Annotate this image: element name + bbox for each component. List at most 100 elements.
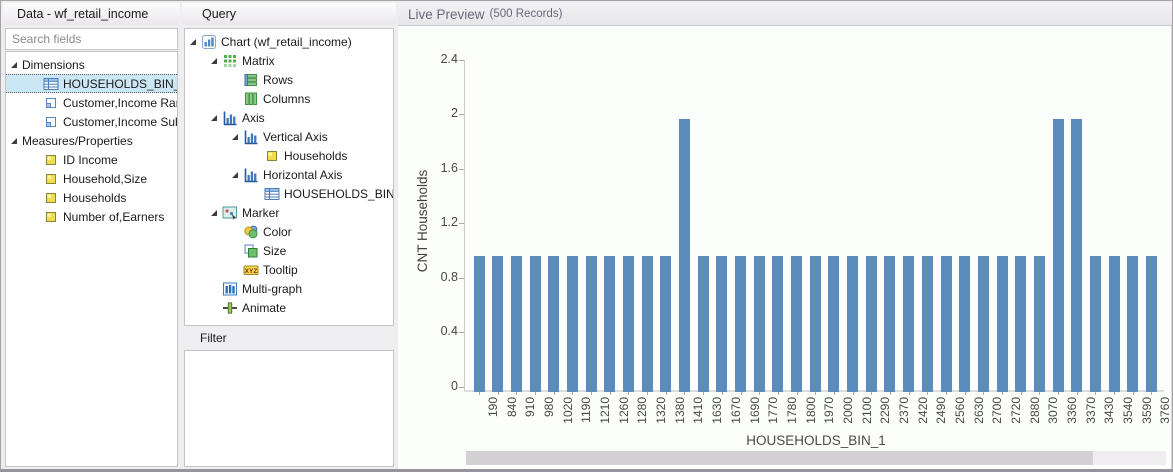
tree-item-label: Rows <box>263 72 294 87</box>
tree-item-chart-wf-retail-income[interactable]: Chart (wf_retail_income) <box>185 32 393 51</box>
bar[interactable] <box>510 256 522 392</box>
bar[interactable] <box>548 256 560 392</box>
bar[interactable] <box>940 256 952 392</box>
expander-icon[interactable] <box>232 171 238 178</box>
expander-icon[interactable] <box>211 209 217 216</box>
y-axis-title: CNT Households <box>415 169 430 273</box>
tree-item-households-bin-1[interactable]: HOUSEHOLDS_BIN_1 <box>6 74 177 93</box>
bar[interactable] <box>604 256 616 392</box>
tree-item-label: Animate <box>242 300 287 315</box>
bar[interactable] <box>473 256 485 392</box>
tree-item-label: Customer,Income Range <box>63 95 177 110</box>
bar[interactable] <box>735 256 747 392</box>
tree-item-multi-graph[interactable]: Multi-graph <box>185 279 393 298</box>
tree-item-size[interactable]: Size <box>185 241 393 260</box>
chart-icon <box>201 34 217 50</box>
x-tick-mark <box>1151 392 1153 395</box>
tree-item-measures-properties[interactable]: Measures/Properties <box>6 131 177 150</box>
bar[interactable] <box>791 256 803 392</box>
tree-item-vertical-axis[interactable]: Vertical Axis <box>185 127 393 146</box>
bar[interactable] <box>1071 119 1083 392</box>
expander-icon[interactable] <box>11 137 17 144</box>
bar[interactable] <box>847 256 859 392</box>
x-tick-mark <box>1020 392 1022 395</box>
bar[interactable] <box>660 256 672 392</box>
bar[interactable] <box>884 256 896 392</box>
tree-item-number-of-earners[interactable]: Number of,Earners <box>6 207 177 226</box>
tree-item-households[interactable]: Households <box>6 188 177 207</box>
bar[interactable] <box>1127 256 1139 392</box>
bar[interactable] <box>492 256 504 392</box>
tree-item-tooltip[interactable]: XYZ Tooltip <box>185 260 393 279</box>
bar[interactable] <box>697 256 709 392</box>
bar[interactable] <box>641 256 653 392</box>
x-tick-mark <box>572 392 574 395</box>
bar[interactable] <box>809 256 821 392</box>
x-tick-mark <box>591 392 593 395</box>
tree-item-dimensions[interactable]: Dimensions <box>6 55 177 74</box>
expander-icon[interactable] <box>211 57 217 64</box>
x-tick-mark <box>815 392 817 395</box>
filter-drop-zone[interactable] <box>184 350 394 467</box>
y-tick-mark <box>459 223 464 225</box>
bar[interactable] <box>1108 256 1120 392</box>
bar[interactable] <box>996 256 1008 392</box>
tree-item-label: ID Income <box>63 152 118 167</box>
bar[interactable] <box>772 256 784 392</box>
bar[interactable] <box>1033 256 1045 392</box>
tree-item-customer-income-subrang[interactable]: Customer,Income Subrang <box>6 112 177 131</box>
bar[interactable] <box>977 256 989 392</box>
bar[interactable] <box>716 256 728 392</box>
bar[interactable] <box>865 256 877 392</box>
bar[interactable] <box>921 256 933 392</box>
tree-item-label: Marker <box>242 205 280 220</box>
bar[interactable] <box>529 256 541 392</box>
bar[interactable] <box>1145 256 1157 392</box>
bar[interactable] <box>903 256 915 392</box>
filter-title: Filter <box>200 331 227 345</box>
x-tick-label: 2420 <box>915 397 930 424</box>
search-field[interactable]: Search fields <box>5 28 188 58</box>
tree-item-households[interactable]: Households <box>185 146 393 165</box>
bar[interactable] <box>1089 256 1101 392</box>
tree-item-horizontal-axis[interactable]: Horizontal Axis <box>185 165 393 184</box>
tree-item-columns[interactable]: Columns <box>185 89 393 108</box>
live-preview-panel: Live Preview (500 Records) 0 0.4 0.8 1.2 1.6… <box>398 3 1172 469</box>
x-tick-label: 1190 <box>579 397 594 423</box>
x-tick-mark <box>703 392 705 395</box>
query-panel-header: Query <box>182 3 396 33</box>
bar[interactable] <box>828 256 840 392</box>
tree-item-label: Households <box>284 148 348 163</box>
tree-item-axis[interactable]: Axis <box>185 108 393 127</box>
tree-item-households-bin-1[interactable]: HOUSEHOLDS_BIN_1 <box>185 184 393 203</box>
tree-item-marker[interactable]: Marker <box>185 203 393 222</box>
tree-item-label: Households <box>63 190 127 205</box>
expander-icon[interactable] <box>232 133 238 140</box>
bar[interactable] <box>566 256 578 392</box>
tree-item-color[interactable]: Color <box>185 222 393 241</box>
tree-item-id-income[interactable]: ID Income <box>6 150 177 169</box>
expander-icon[interactable] <box>211 114 217 121</box>
x-tick-label: 3760 <box>1158 397 1173 424</box>
tree-item-label: Dimensions <box>22 57 85 72</box>
bar[interactable] <box>753 256 765 392</box>
bar[interactable] <box>678 119 690 392</box>
bar[interactable] <box>622 256 634 392</box>
bar[interactable] <box>585 256 597 392</box>
tree-item-label: Color <box>263 224 292 239</box>
bar[interactable] <box>1052 119 1064 392</box>
bar[interactable] <box>959 256 971 392</box>
tree-item-matrix[interactable]: Matrix <box>185 51 393 70</box>
expander-icon[interactable] <box>190 38 196 45</box>
tree-item-animate[interactable]: Animate <box>185 298 393 317</box>
bar[interactable] <box>1015 256 1027 392</box>
horizontal-scrollbar-thumb[interactable] <box>466 451 1093 465</box>
x-tick-label: 1320 <box>654 397 669 424</box>
tree-item-rows[interactable]: Rows <box>185 70 393 89</box>
x-tick-mark <box>796 392 798 395</box>
x-tick-mark <box>1076 392 1078 395</box>
expander-icon[interactable] <box>11 61 17 68</box>
tree-item-customer-income-range[interactable]: Customer,Income Range <box>6 93 177 112</box>
tree-item-household-size[interactable]: Household,Size <box>6 169 177 188</box>
